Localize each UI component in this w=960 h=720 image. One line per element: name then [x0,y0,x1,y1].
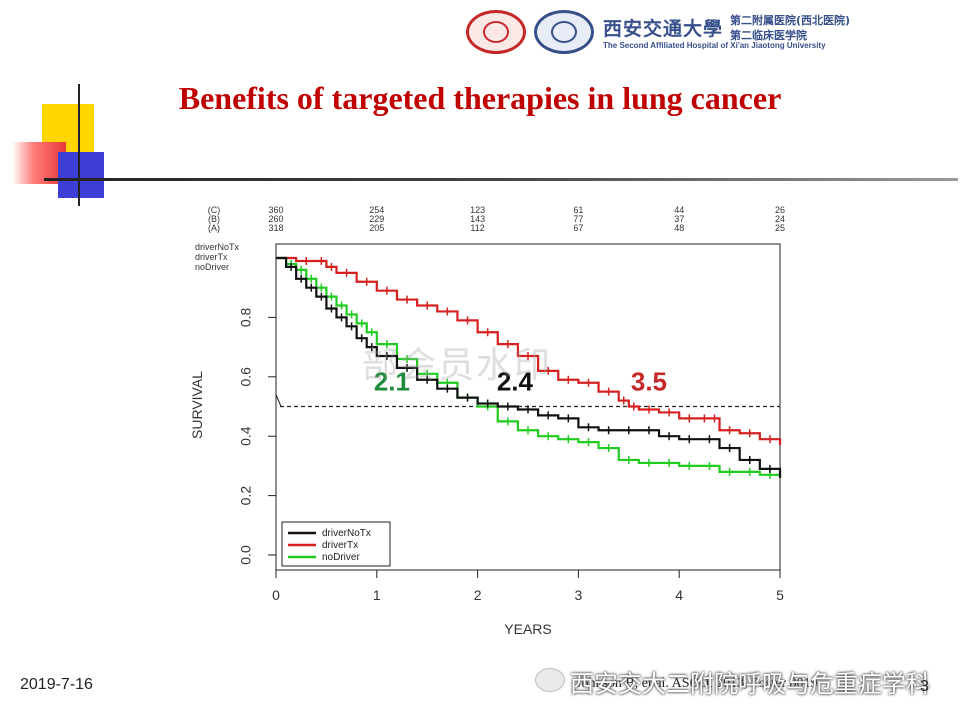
at-risk-count: 254 [369,205,384,215]
decor-vertical-line [78,84,80,206]
decor-blue-square [58,152,104,198]
at-risk-count: 24 [775,214,785,224]
median-label-driverNoTx: 2.4 [497,367,534,397]
hospital-name-line1: 第二附属医院(西北医院) [730,14,851,27]
y-tick-label: 0.2 [238,486,254,506]
at-risk-count: 48 [674,223,684,233]
hospital-name-line2: 第二临床医学院 [730,29,807,42]
watermark-text: 部会员水印 [362,345,553,386]
hospital-logo-icon [534,10,594,54]
at-risk-group-label: driverNoTx [195,242,240,252]
at-risk-count: 26 [775,205,785,215]
at-risk-row-label: (B) [208,214,220,224]
x-tick-label: 3 [575,587,583,603]
x-tick-label: 4 [675,587,683,603]
slide-title: Benefits of targeted therapies in lung c… [178,80,782,116]
at-risk-count: 318 [268,223,283,233]
at-risk-count: 77 [573,214,583,224]
series-line-driverTx [276,256,782,446]
title-underline [44,178,958,181]
y-tick-label: 0.0 [238,545,254,565]
at-risk-count: 61 [573,205,583,215]
university-name: 西安交通大學 [603,18,724,40]
at-risk-count: 37 [674,214,684,224]
y-axis-label: SURVIVAL [189,371,205,439]
at-risk-count: 44 [674,205,684,215]
citation: Johnson B, et al. ASCO, 2013, Poster 801… [576,676,818,691]
x-tick-label: 1 [373,587,381,603]
at-risk-count: 112 [470,223,484,233]
decor-red-square [12,142,66,184]
at-risk-count: 205 [369,223,384,233]
hospital-name-english: The Second Affiliated Hospital of Xi'an … [603,41,826,50]
at-risk-group-label: noDriver [195,262,229,272]
wechat-account-name: 西安交大二附院呼吸与危重症学科 [570,670,930,698]
legend-label-noDriver: noDriver [322,552,360,563]
at-risk-count: 229 [369,214,384,224]
slide-date: 2019-7-16 [20,676,93,693]
at-risk-count: 360 [268,205,283,215]
at-risk-count: 123 [470,205,485,215]
page-number: 3 [920,678,929,695]
at-risk-count: 260 [268,214,283,224]
y-tick-label: 0.6 [238,367,254,387]
median-label-noDriver: 2.1 [374,367,410,397]
at-risk-count: 143 [470,214,485,224]
at-risk-group-label: driverTx [195,252,228,262]
legend-label-driverNoTx: driverNoTx [322,528,371,539]
x-axis-label: YEARS [504,621,551,637]
at-risk-row-label: (C) [208,205,221,215]
x-tick-label: 5 [776,587,784,603]
y-tick-label: 0.4 [238,426,254,446]
median-label-driverTx: 3.5 [631,367,667,397]
at-risk-count: 25 [775,223,785,233]
x-tick-label: 0 [272,587,280,603]
x-tick-label: 2 [474,587,482,603]
at-risk-count: 67 [573,223,583,233]
median-reference-tick [275,394,282,407]
y-tick-label: 0.8 [238,307,254,327]
at-risk-row-label: (A) [208,223,220,233]
wechat-icon [535,668,565,692]
university-seal-icon [466,10,526,54]
legend-label-driverTx: driverTx [322,540,358,551]
